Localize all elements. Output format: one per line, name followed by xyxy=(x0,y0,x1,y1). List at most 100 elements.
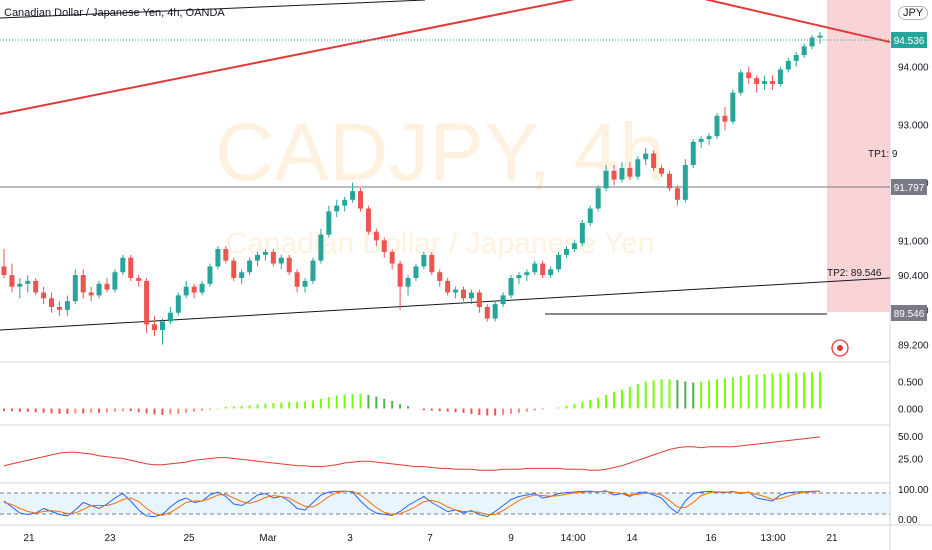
candle-body xyxy=(706,136,712,140)
candle-body xyxy=(643,153,649,160)
tp2-label: TP2: 89.546 xyxy=(827,268,882,279)
time-tick-label: 14 xyxy=(626,533,638,544)
level-1-text: 91.797 xyxy=(894,183,925,194)
time-axis[interactable]: 21 23 25 Mar 3 7 9 14:00 14 16 13:00 21 xyxy=(23,533,838,544)
price-tick-label: 91.000 xyxy=(898,236,929,247)
time-tick-label: 21 xyxy=(23,533,35,544)
candle-body xyxy=(453,289,459,293)
candle-body xyxy=(207,266,213,284)
candle-body xyxy=(231,260,237,279)
current-price-text: 94.536 xyxy=(894,36,925,47)
candle-body xyxy=(611,170,617,180)
time-tick-label: 9 xyxy=(508,533,514,544)
candle-body xyxy=(215,249,221,267)
candle-body xyxy=(484,306,490,319)
candle-body xyxy=(801,46,807,56)
time-tick-label: 16 xyxy=(705,533,717,544)
candle-body xyxy=(326,211,332,235)
candle-body xyxy=(500,295,506,305)
candle-body xyxy=(508,278,514,296)
candle-body xyxy=(793,55,799,61)
time-tick-label: 14:00 xyxy=(560,533,585,544)
candle-body xyxy=(96,283,102,296)
candle-body xyxy=(80,275,86,293)
candle-body xyxy=(413,266,419,279)
candle-body xyxy=(334,205,340,212)
trendline-rising-red[interactable] xyxy=(0,0,650,115)
stochastic-band xyxy=(0,493,890,514)
time-tick-label: Mar xyxy=(259,533,277,544)
candle-body xyxy=(666,173,672,189)
candle-body xyxy=(152,324,158,331)
trendline-falling-red[interactable] xyxy=(700,0,890,43)
stochastic-d-line xyxy=(3,490,821,516)
symbol-title[interactable]: Canadian Dollar / Japanese Yen, 4h, OAND… xyxy=(4,7,225,19)
oscillator-tick-label: 0.500 xyxy=(898,378,923,389)
candle-body xyxy=(56,306,62,310)
candle-body xyxy=(318,234,324,261)
level-2-text: 89.546 xyxy=(894,309,925,320)
candle-body xyxy=(199,283,205,293)
candle-body xyxy=(571,243,577,250)
time-tick-label: 23 xyxy=(104,533,116,544)
candle-body xyxy=(563,249,569,255)
candle-body xyxy=(635,159,641,177)
candle-body xyxy=(659,167,665,174)
candle-body xyxy=(746,72,752,79)
price-tick-label: 93.000 xyxy=(898,121,929,132)
candle-body xyxy=(460,289,466,299)
candle-body xyxy=(9,275,15,287)
channel-top-line[interactable] xyxy=(0,0,426,19)
watermark-description: Canadian Dollar / Japanese Yen xyxy=(226,227,655,260)
adx-tick-label: 25.00 xyxy=(898,455,923,466)
candle-body xyxy=(128,257,134,279)
candle-body xyxy=(738,72,744,93)
current-price-badge xyxy=(891,32,927,48)
candle-body xyxy=(144,280,150,325)
time-tick-label: 3 xyxy=(347,533,353,544)
candle-body xyxy=(445,280,451,293)
currency-button[interactable]: JPY xyxy=(898,6,929,20)
candle-body xyxy=(49,298,55,307)
candle-body xyxy=(429,254,435,273)
time-tick-label: 7 xyxy=(427,533,433,544)
candle-body xyxy=(175,295,181,313)
candle-body xyxy=(682,165,688,200)
candle-body xyxy=(104,283,110,290)
candle-body xyxy=(365,208,371,232)
candle-body xyxy=(310,260,316,281)
candle-body xyxy=(270,251,276,264)
candle-body xyxy=(286,257,292,273)
candle-body xyxy=(120,257,126,273)
candle-body xyxy=(381,240,387,252)
candle-body xyxy=(548,269,554,276)
candle-body xyxy=(619,167,625,180)
time-tick-label: 25 xyxy=(183,533,195,544)
stochastic-pane: 100.00 0.00 xyxy=(3,485,929,526)
adx-pane: 50.00 25.00 xyxy=(3,432,923,471)
candle-body xyxy=(278,257,284,264)
candle-body xyxy=(817,35,823,38)
alert-circle-icon[interactable] xyxy=(831,339,849,357)
candle-body xyxy=(698,139,704,142)
candle-body xyxy=(255,254,261,261)
adx-tick-label: 50.00 xyxy=(898,432,923,443)
candle-body xyxy=(674,188,680,200)
oscillator-tick-label: 0.000 xyxy=(898,405,923,416)
candle-body xyxy=(714,115,720,137)
candle-body xyxy=(389,251,395,264)
candle-body xyxy=(603,170,609,189)
candle-body xyxy=(239,272,245,279)
price-tick-label: 90.400 xyxy=(898,271,929,282)
candle-body xyxy=(136,278,142,281)
candle-body xyxy=(421,254,427,267)
candle-body xyxy=(532,263,538,273)
candle-body xyxy=(262,251,268,255)
candle-body xyxy=(690,141,696,166)
stochastic-tick-label: 0.00 xyxy=(898,515,918,526)
candle-body xyxy=(397,263,403,287)
stochastic-k-line xyxy=(3,490,821,518)
candle-body xyxy=(405,278,411,287)
